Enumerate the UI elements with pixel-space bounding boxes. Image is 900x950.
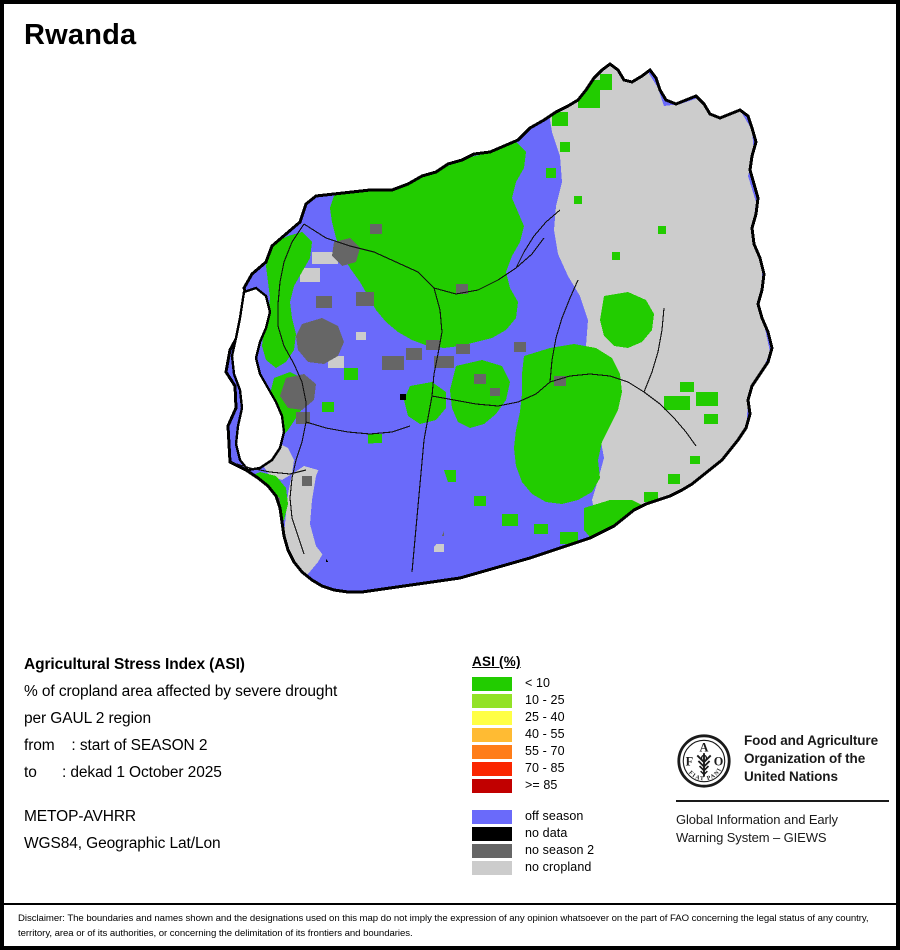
legend-status-swatch bbox=[472, 860, 512, 875]
legend-status-label: no cropland bbox=[525, 860, 592, 875]
asi-map[interactable] bbox=[4, 56, 896, 626]
legend-class-row: 55 - 70 bbox=[472, 743, 662, 760]
class-off-season-overlay bbox=[310, 442, 452, 576]
legend-class-row: >= 85 bbox=[472, 777, 662, 794]
legend-status-row: no cropland bbox=[472, 859, 662, 876]
fao-name-line-1: Food and Agriculture bbox=[744, 733, 878, 748]
fao-emblem-icon: A F O FIAT PANIS bbox=[676, 733, 731, 788]
legend-status-label: no season 2 bbox=[525, 843, 595, 858]
legend-class-label: 25 - 40 bbox=[525, 710, 565, 725]
asi-description-line-1: % of cropland area affected by severe dr… bbox=[24, 683, 338, 700]
legend-asi-classes: < 10 10 - 25 25 - 40 40 - 55 55 - 70 70 - 85 >… bbox=[472, 675, 662, 794]
legend-class-row: 10 - 25 bbox=[472, 692, 662, 709]
legend-status-swatch bbox=[472, 809, 512, 824]
map-canvas[interactable] bbox=[4, 56, 896, 626]
fao-name: Food and Agriculture Organization of the… bbox=[744, 732, 878, 785]
asi-description-line-2: per GAUL 2 region bbox=[24, 710, 151, 727]
fao-name-line-3: United Nations bbox=[744, 768, 838, 784]
asi-raster-layer bbox=[226, 64, 772, 592]
projection-label: WGS84, Geographic Lat/Lon bbox=[24, 835, 221, 852]
map-legend: ASI (%) < 10 10 - 25 25 - 40 40 - 55 55 - 70… bbox=[472, 654, 662, 876]
sensor-label: METOP-AVHRR bbox=[24, 808, 137, 825]
national-boundary bbox=[224, 62, 774, 594]
legend-spacer bbox=[472, 794, 662, 808]
legend-status-row: off season bbox=[472, 808, 662, 825]
legend-status-row: no season 2 bbox=[472, 842, 662, 859]
legend-class-swatch bbox=[472, 727, 512, 742]
legend-class-row: < 10 bbox=[472, 675, 662, 692]
disclaimer-text: Disclaimer: The boundaries and names sho… bbox=[18, 913, 869, 939]
legend-status-swatch bbox=[472, 826, 512, 841]
fao-divider bbox=[676, 800, 889, 802]
legend-status-classes: off season no data no season 2 no cropland bbox=[472, 808, 662, 876]
legend-class-row: 25 - 40 bbox=[472, 709, 662, 726]
legend-status-label: off season bbox=[525, 809, 584, 824]
legend-title: ASI (%) bbox=[472, 654, 521, 669]
fao-name-line-2: Organization of the bbox=[744, 750, 866, 766]
svg-text:A: A bbox=[700, 740, 709, 754]
legend-status-row: no data bbox=[472, 825, 662, 842]
period-to: to : dekad 1 October 2025 bbox=[24, 764, 222, 781]
giews-line-1: Global Information and Early bbox=[676, 812, 838, 827]
info-spacer bbox=[24, 791, 444, 808]
asi-heading: Agricultural Stress Index (ASI) bbox=[24, 656, 245, 673]
legend-class-label: 70 - 85 bbox=[525, 761, 565, 776]
legend-class-swatch bbox=[472, 710, 512, 725]
legend-class-label: 10 - 25 bbox=[525, 693, 565, 708]
legend-class-swatch bbox=[472, 744, 512, 759]
legend-class-swatch bbox=[472, 676, 512, 691]
legend-class-label: < 10 bbox=[525, 676, 551, 691]
legend-class-swatch bbox=[472, 778, 512, 793]
svg-text:O: O bbox=[714, 754, 724, 768]
giews-name: Global Information and Early Warning Sys… bbox=[676, 811, 891, 847]
legend-status-swatch bbox=[472, 843, 512, 858]
legend-class-label: 55 - 70 bbox=[525, 744, 565, 759]
period-from: from : start of SEASON 2 bbox=[24, 737, 208, 754]
map-info-block: Agricultural Stress Index (ASI) % of cro… bbox=[24, 656, 444, 862]
lake-kivu bbox=[230, 286, 286, 472]
legend-class-row: 70 - 85 bbox=[472, 760, 662, 777]
page-title: Rwanda bbox=[24, 19, 137, 51]
legend-class-label: 40 - 55 bbox=[525, 727, 565, 742]
district-boundaries bbox=[229, 209, 697, 573]
giews-line-2: Warning System – GIEWS bbox=[676, 829, 827, 845]
legend-class-row: 40 - 55 bbox=[472, 726, 662, 743]
legend-class-label: >= 85 bbox=[525, 778, 558, 793]
fao-logo-row: A F O FIAT PANIS Food and Agriculture Or… bbox=[676, 732, 891, 789]
legend-class-swatch bbox=[472, 693, 512, 708]
legend-class-swatch bbox=[472, 761, 512, 776]
fao-branding: A F O FIAT PANIS Food and Agriculture Or… bbox=[676, 732, 891, 847]
svg-text:F: F bbox=[686, 754, 694, 768]
legend-status-label: no data bbox=[525, 826, 568, 841]
disclaimer-divider bbox=[4, 903, 896, 905]
